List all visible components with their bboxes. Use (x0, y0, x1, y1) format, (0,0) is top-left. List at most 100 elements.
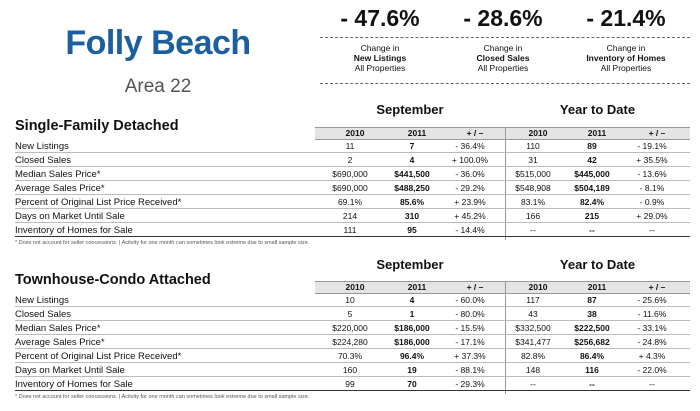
stat-line2: Closed Sales (476, 53, 530, 63)
col-ytd-2010: 2010 (528, 128, 548, 138)
table-row: New Listings 11 7 - 36.4% 110 89 - 19.1% (15, 141, 690, 153)
cell: + 37.3% (454, 351, 486, 361)
row-label: Median Sales Price* (15, 323, 101, 334)
table-row: Closed Sales 5 1 - 80.0% 43 38 - 11.6% (15, 309, 690, 321)
cell: - 11.6% (637, 309, 667, 319)
table-row: Average Sales Price* $224,280 $186,000 -… (15, 337, 690, 349)
stat-value: - 28.6% (463, 5, 543, 31)
cell: + 4.3% (638, 351, 666, 361)
row-label: Days on Market Until Sale (15, 211, 125, 222)
table-row: New Listings 10 4 - 60.0% 117 87 - 25.6% (15, 295, 690, 307)
cell: 2 (347, 155, 353, 165)
stat-inventory: - 21.4% Change in Inventory of Homes All… (566, 5, 686, 73)
stat-value: - 47.6% (340, 5, 420, 31)
row-label: Percent of Original List Price Received* (15, 197, 182, 208)
cell: + 45.2% (454, 211, 486, 221)
row-label: Average Sales Price* (15, 337, 105, 348)
cell: $186,000 (394, 337, 430, 347)
cell: - 36.0% (455, 169, 485, 179)
stat-line3: All Properties (354, 63, 406, 73)
cell: 89 (587, 141, 597, 151)
table-row: Days on Market Until Sale 160 19 - 88.1%… (15, 365, 690, 377)
cell: - 60.0% (455, 295, 485, 305)
cell: 4 (409, 155, 415, 165)
row-label: Inventory of Homes for Sale (15, 225, 133, 236)
cell: + 23.9% (454, 197, 486, 207)
cell: $441,500 (394, 169, 430, 179)
stat-line3: All Properties (477, 63, 529, 73)
cell: 95 (407, 225, 417, 235)
stat-line3: All Properties (600, 63, 652, 73)
cell: $224,280 (332, 337, 368, 347)
column-divider (505, 281, 506, 394)
cell: 111 (343, 225, 357, 235)
stat-line1: Change in (483, 43, 523, 53)
row-label: Percent of Original List Price Received* (15, 351, 182, 362)
stat-new-listings: - 47.6% Change in New Listings All Prope… (320, 5, 440, 73)
cell: 1 (409, 309, 415, 319)
cell: 87 (587, 295, 597, 305)
cell: 96.4% (399, 351, 425, 361)
section-title: Townhouse-Condo Attached (15, 272, 211, 288)
cell: - 17.1% (455, 337, 485, 347)
cell: - 80.0% (455, 309, 485, 319)
cell: 85.6% (399, 197, 425, 207)
cell: $341,477 (515, 337, 551, 347)
col-ytd-change: + / – (648, 128, 666, 138)
cell: - 14.4% (455, 225, 485, 235)
col-ytd-change: + / – (648, 282, 666, 292)
stat-line1: Change in (606, 43, 646, 53)
cell: $445,000 (574, 169, 610, 179)
cell: -- (589, 225, 595, 235)
cell: 83.1% (520, 197, 546, 207)
cell: - 88.1% (455, 365, 485, 375)
cell: $690,000 (332, 169, 368, 179)
row-label: Median Sales Price* (15, 169, 101, 180)
col-2011: 2011 (407, 282, 427, 292)
cell: + 35.5% (636, 155, 668, 165)
cell: - 22.0% (637, 365, 667, 375)
cell: - 25.6% (637, 295, 667, 305)
stat-value: - 21.4% (586, 5, 666, 31)
table-row: Median Sales Price* $690,000 $441,500 - … (15, 169, 690, 181)
col-ytd-2010: 2010 (528, 282, 548, 292)
col-change: + / – (466, 282, 484, 292)
cell: 86.4% (579, 351, 605, 361)
cell: $690,000 (332, 183, 368, 193)
cell: 4 (409, 295, 415, 305)
cell: 31 (528, 155, 538, 165)
cell: - 29.2% (455, 183, 485, 193)
stat-line2: New Listings (353, 53, 407, 63)
col-2010: 2010 (345, 128, 365, 138)
cell: $488,250 (394, 183, 430, 193)
cell: -- (530, 225, 536, 235)
period-month-header: September (376, 102, 444, 117)
cell: 116 (585, 365, 599, 375)
col-ytd-2011: 2011 (587, 128, 607, 138)
column-header-bar: 2010 2011 + / – 2010 2011 + / – (315, 127, 690, 140)
cell: 160 (342, 365, 358, 375)
cell: 19 (407, 365, 417, 375)
row-label: Days on Market Until Sale (15, 365, 125, 376)
table-row: Percent of Original List Price Received*… (15, 351, 690, 363)
cell: 110 (526, 141, 540, 151)
cell: 99 (345, 379, 355, 389)
cell: - 8.1% (639, 183, 665, 193)
cell: - 0.9% (639, 197, 665, 207)
stats-divider-top (320, 37, 690, 38)
cell: $515,000 (515, 169, 551, 179)
table-row: Days on Market Until Sale 214 310 + 45.2… (15, 211, 690, 223)
cell: 117 (526, 295, 540, 305)
row-label: Inventory of Homes for Sale (15, 379, 133, 390)
section-townhouse-condo: Townhouse-Condo Attached September Year … (15, 251, 690, 401)
cell: $222,500 (574, 323, 610, 333)
cell: $220,000 (332, 323, 368, 333)
table-row: Average Sales Price* $690,000 $488,250 -… (15, 183, 690, 195)
table-row: Inventory of Homes for Sale 99 70 - 29.3… (15, 379, 690, 391)
cell: 11 (345, 141, 355, 151)
cell: 166 (525, 211, 541, 221)
cell: - 24.8% (637, 337, 667, 347)
table-row: Inventory of Homes for Sale 111 95 - 14.… (15, 225, 690, 237)
cell: - 13.6% (637, 169, 667, 179)
cell: 215 (584, 211, 600, 221)
